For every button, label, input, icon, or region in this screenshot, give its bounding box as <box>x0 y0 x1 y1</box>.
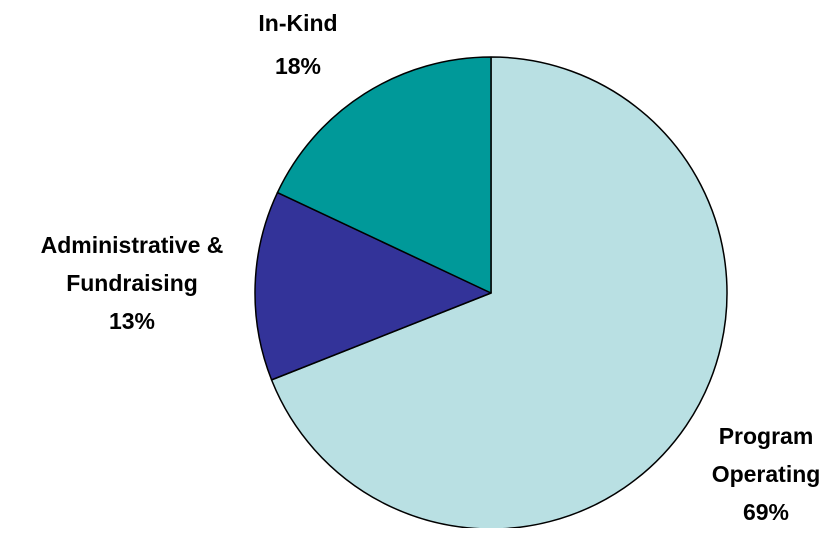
pie-slice-administrative-fundraising <box>254 191 492 381</box>
pie-slice-program-operating <box>270 56 728 530</box>
slice-label-program-operating-line2: Operating <box>712 461 821 487</box>
slice-value-admin-fundraising: 13% <box>109 308 155 334</box>
pie-slices <box>254 56 728 530</box>
slice-label-admin-fundraising-line1: Administrative & <box>41 232 224 258</box>
pie-labels: Program Operating 69% Administrative & F… <box>41 10 821 525</box>
slice-label-admin-fundraising-line2: Fundraising <box>66 270 198 296</box>
slice-label-program-operating-line1: Program <box>719 423 814 449</box>
slice-value-in-kind: 18% <box>275 53 321 79</box>
pie-slice-in-kind <box>276 56 492 294</box>
slice-label-in-kind: In-Kind <box>258 10 337 36</box>
slice-value-program-operating: 69% <box>743 499 789 525</box>
